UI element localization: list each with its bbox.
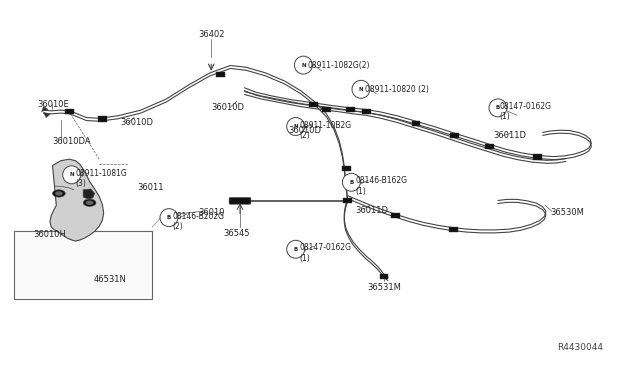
Ellipse shape	[342, 173, 360, 191]
Circle shape	[52, 190, 65, 197]
Text: 36011: 36011	[138, 183, 164, 192]
Ellipse shape	[287, 118, 305, 135]
Text: 08147-0162G
(1): 08147-0162G (1)	[300, 243, 351, 263]
Text: 08911-10B2G
(2): 08911-10B2G (2)	[300, 121, 351, 140]
Circle shape	[55, 191, 63, 196]
Ellipse shape	[63, 166, 81, 184]
Text: N: N	[293, 124, 298, 129]
Text: N: N	[301, 62, 306, 68]
Bar	[412, 121, 420, 126]
Polygon shape	[42, 106, 48, 112]
Text: 08147-0162G
(1): 08147-0162G (1)	[499, 102, 551, 121]
Text: 08911-10820 (2): 08911-10820 (2)	[365, 85, 429, 94]
Text: 36010E: 36010E	[37, 100, 69, 109]
Text: 08146-B202G
(2): 08146-B202G (2)	[173, 212, 225, 231]
Bar	[65, 109, 74, 114]
Text: 36010: 36010	[198, 208, 225, 217]
Text: 08911-1081G
(3): 08911-1081G (3)	[76, 169, 127, 188]
Bar	[449, 227, 458, 232]
Polygon shape	[44, 112, 50, 118]
Text: 36010D: 36010D	[120, 118, 154, 127]
Text: 36011D: 36011D	[355, 206, 388, 215]
Ellipse shape	[352, 80, 370, 98]
Text: B: B	[167, 215, 171, 220]
Text: 08146-B162G
(1): 08146-B162G (1)	[355, 176, 407, 196]
Bar	[485, 144, 494, 149]
Text: 36402: 36402	[198, 30, 225, 39]
Text: 36010DA: 36010DA	[52, 137, 91, 146]
Text: 36010D: 36010D	[288, 126, 321, 135]
FancyBboxPatch shape	[229, 198, 251, 204]
Bar	[14, 231, 152, 299]
Polygon shape	[83, 189, 95, 199]
Text: 36545: 36545	[223, 229, 250, 238]
Text: 46531N: 46531N	[93, 275, 127, 284]
Text: B: B	[496, 105, 500, 110]
Ellipse shape	[160, 209, 178, 227]
Bar	[391, 213, 400, 218]
Text: 36530M: 36530M	[550, 208, 584, 217]
Text: B: B	[349, 180, 353, 185]
Bar	[216, 72, 225, 77]
Bar	[98, 116, 107, 122]
Circle shape	[83, 199, 96, 206]
Text: 36010H: 36010H	[33, 230, 66, 239]
Bar	[346, 107, 355, 112]
Circle shape	[86, 201, 93, 205]
Text: 36010D: 36010D	[211, 103, 244, 112]
Text: 36531M: 36531M	[367, 283, 401, 292]
Bar	[380, 274, 388, 279]
Bar	[343, 198, 352, 203]
Ellipse shape	[489, 99, 507, 117]
Bar	[342, 166, 351, 171]
Text: B: B	[294, 247, 298, 252]
Bar	[362, 109, 371, 114]
Text: 36011D: 36011D	[493, 131, 526, 140]
Text: N: N	[69, 172, 74, 177]
Bar	[450, 133, 459, 138]
Bar	[533, 154, 542, 160]
Text: R4430044: R4430044	[557, 343, 603, 352]
Bar	[322, 107, 331, 112]
Ellipse shape	[287, 240, 305, 258]
Polygon shape	[50, 159, 104, 241]
Ellipse shape	[294, 56, 312, 74]
Text: N: N	[358, 87, 364, 92]
Bar	[309, 102, 318, 107]
Text: 08911-1082G(2): 08911-1082G(2)	[307, 61, 370, 70]
